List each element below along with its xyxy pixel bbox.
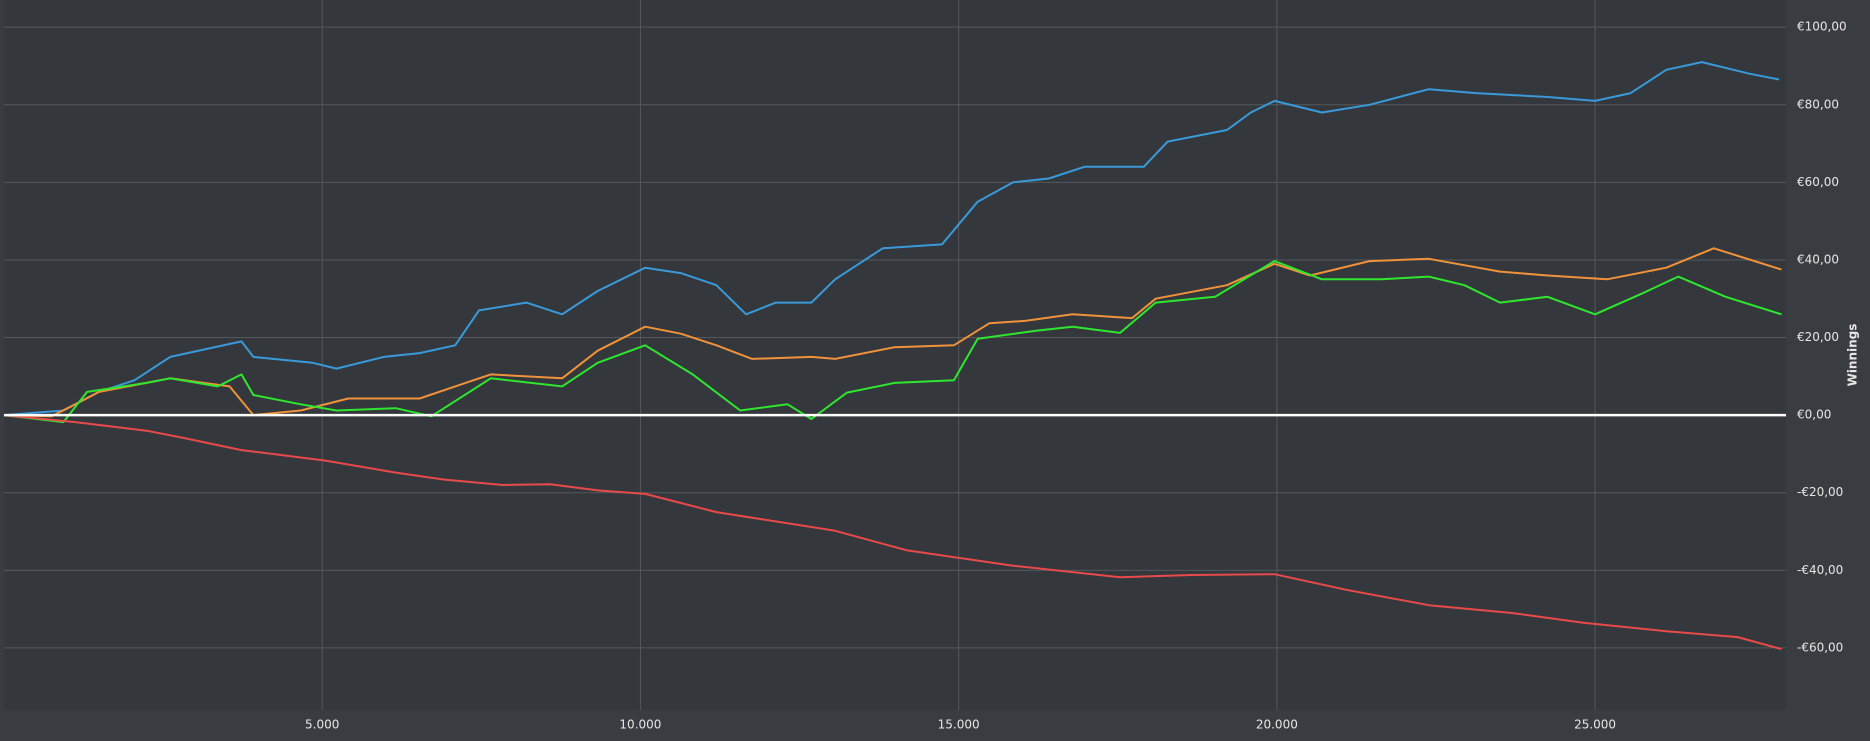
y-tick-label: €20,00 bbox=[1797, 330, 1839, 344]
series-line bbox=[3, 61, 1780, 417]
y-tick-label: -€20,00 bbox=[1797, 485, 1843, 499]
y-tick-label: -€40,00 bbox=[1797, 563, 1843, 577]
y-tick-label: €60,00 bbox=[1797, 175, 1839, 189]
y-tick-label: €80,00 bbox=[1797, 97, 1839, 111]
x-tick-label: 15.000 bbox=[938, 718, 980, 732]
series-line bbox=[3, 414, 1782, 651]
x-tick-label: 20.000 bbox=[1256, 718, 1298, 732]
y-tick-label: €40,00 bbox=[1797, 252, 1839, 266]
x-tick-label: 5.000 bbox=[305, 718, 339, 732]
y-tick-label: €100,00 bbox=[1797, 20, 1847, 34]
y-tick-label: -€60,00 bbox=[1797, 640, 1843, 654]
series-line bbox=[3, 260, 1782, 424]
x-tick-label: 10.000 bbox=[619, 718, 661, 732]
x-tick-label: 25.000 bbox=[1574, 718, 1616, 732]
y-tick-label: €0,00 bbox=[1797, 408, 1831, 422]
plot-area bbox=[4, 0, 1786, 710]
y-axis-title: Winnings bbox=[1846, 324, 1860, 387]
